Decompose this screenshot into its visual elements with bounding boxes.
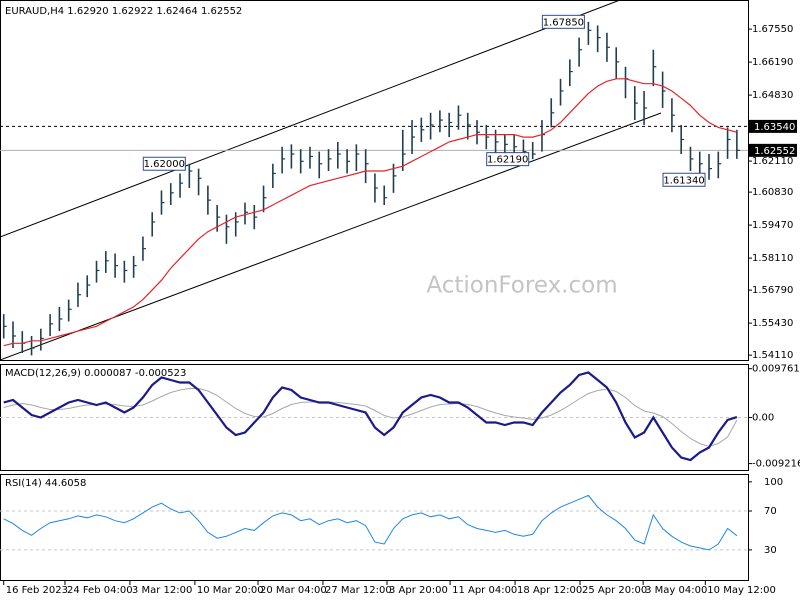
y-tick-label: 1.67550 — [752, 24, 793, 35]
x-tick-label: 3 May 04:00 — [645, 585, 707, 596]
signal-readout: -0.000523 — [135, 368, 186, 379]
rsi-header: RSI(14) 44.6058 — [5, 478, 86, 489]
y-tick-label: 0.00 — [752, 413, 774, 424]
x-tick-label: 25 Apr 20:00 — [582, 585, 647, 596]
annotation-label: 1.62190 — [487, 155, 528, 166]
price-frame — [0, 0, 749, 361]
x-tick-label: 10 May 12:00 — [707, 585, 776, 596]
y-tick-label: 1.60830 — [752, 187, 793, 198]
x-tick-label: 20 Mar 04:00 — [260, 585, 327, 596]
macd-readout: 0.000087 — [84, 368, 132, 379]
annotation-box — [142, 156, 186, 171]
x-tick-label: 18 Apr 12:00 — [517, 585, 582, 596]
level-box — [749, 119, 797, 133]
x-tick-label: 27 Mar 12:00 — [325, 585, 392, 596]
macd-title: MACD(12,26,9) — [5, 368, 81, 379]
annotation-box — [541, 14, 585, 29]
x-tick-label: 24 Feb 04:00 — [67, 585, 133, 596]
price-header: EURAUD,H4 1.62920 1.62922 1.62464 1.6255… — [5, 6, 242, 17]
annotation-box — [662, 172, 706, 187]
rsi-frame — [0, 474, 749, 581]
y-tick-label: -0.009216 — [752, 459, 800, 470]
y-tick-label: 1.58110 — [752, 253, 793, 264]
rsi-readout: 44.6058 — [45, 478, 86, 489]
last-price-label: 1.62552 — [754, 146, 795, 157]
moving-average — [3, 78, 738, 347]
macd-header: MACD(12,26,9) 0.000087 -0.000523 — [5, 368, 186, 379]
rsi-line — [3, 494, 738, 551]
macd-line — [3, 371, 738, 462]
y-tick-label: 1.62110 — [752, 156, 793, 167]
x-tick-label: 10 Mar 20:00 — [197, 585, 264, 596]
y-tick-label: 100 — [764, 477, 783, 488]
x-tick-label: 3 Mar 12:00 — [132, 585, 192, 596]
y-tick-label: 1.55430 — [752, 318, 793, 329]
y-tick-label: 0.009761 — [752, 364, 800, 375]
quote-close: 1.62552 — [201, 6, 242, 17]
channel-upper — [0, 0, 621, 238]
annotation-box — [486, 152, 530, 167]
x-tick-label: 16 Feb 2023 — [6, 585, 68, 596]
y-tick-label: 1.66190 — [752, 57, 793, 68]
y-tick-label: 1.54110 — [752, 350, 793, 361]
watermark: ActionForex.com — [426, 273, 617, 299]
annotation-label: 1.62000 — [144, 159, 185, 170]
quote-open: 1.62920 — [67, 6, 108, 17]
annotation-label: 1.61340 — [663, 175, 704, 186]
signal-line — [3, 388, 738, 448]
rsi-title: RSI(14) — [5, 478, 42, 489]
y-tick-label: 1.59470 — [752, 220, 793, 231]
x-tick-label: 3 Apr 20:00 — [389, 585, 448, 596]
y-tick-label: 1.64830 — [752, 90, 793, 101]
annotation-label: 1.67850 — [543, 17, 584, 28]
y-tick-label: 1.56790 — [752, 285, 793, 296]
last-price-box — [749, 143, 797, 157]
y-tick-label: 30 — [764, 545, 777, 556]
level-label: 1.63540 — [754, 122, 795, 133]
symbol: EURAUD,H4 — [5, 6, 64, 17]
quote-low: 1.62464 — [156, 6, 197, 17]
x-tick-label: 11 Apr 04:00 — [452, 585, 517, 596]
y-tick-label: 70 — [764, 506, 777, 517]
quote-high: 1.62922 — [112, 6, 153, 17]
